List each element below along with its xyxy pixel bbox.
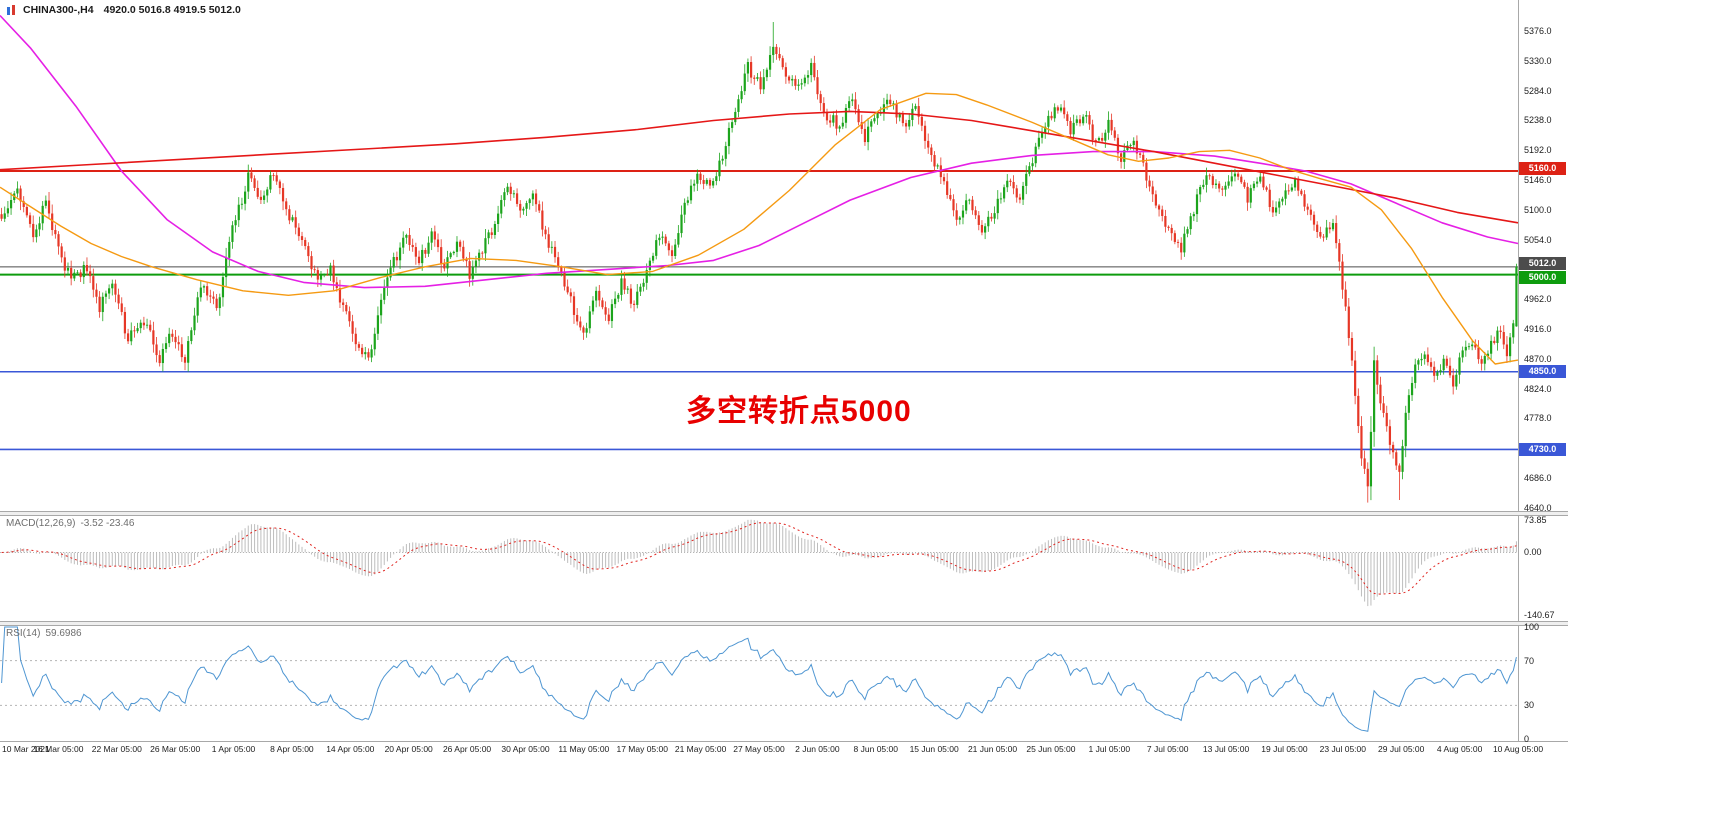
candles-layer[interactable] [0, 22, 1518, 503]
price-line-tag: 5000.0 [1519, 271, 1566, 285]
date-label: 16 Mar 05:00 [33, 744, 84, 754]
price-tick-label: 4640.0 [1524, 502, 1552, 513]
date-label: 26 Apr 05:00 [442, 744, 492, 754]
date-label: 1 Apr 05:00 [211, 744, 256, 754]
moving-averages-layer [0, 14, 1519, 365]
rsi-axis-label: 30 [1524, 700, 1535, 711]
date-label: 14 Apr 05:00 [326, 744, 375, 754]
ohlc-values: 4920.0 5016.8 4919.5 5012.0 [103, 4, 241, 16]
date-label: 29 Jul 05:00 [1378, 744, 1425, 754]
price-tick-label: 4916.0 [1524, 324, 1552, 334]
ma-line-fast-orange [0, 92, 1519, 365]
date-label: 21 May 05:00 [674, 744, 727, 754]
rsi-axis-label: 100 [1524, 622, 1540, 632]
date-label: 21 Jun 05:00 [967, 744, 1018, 754]
date-label: 17 May 05:00 [616, 744, 668, 754]
price-tick-label: 4778.0 [1524, 413, 1552, 424]
price-line-tag: 4850.0 [1519, 365, 1566, 379]
date-label: 23 Jul 05:00 [1319, 744, 1367, 754]
date-label: 27 May 05:00 [733, 744, 785, 754]
date-label: 7 Jul 05:00 [1146, 744, 1189, 754]
date-label: 19 Jul 05:00 [1261, 744, 1308, 754]
price-tick-label: 5100.0 [1524, 204, 1552, 215]
rsi-axis-label: 70 [1524, 655, 1535, 666]
ma-line-slow-magenta [0, 14, 1519, 289]
date-label: 10 Aug 05:00 [1492, 744, 1544, 754]
price-tick-label: 4824.0 [1524, 383, 1552, 394]
annotation-text[interactable]: 多空转折点5000 [686, 395, 912, 428]
date-label: 4 Aug 05:00 [1436, 744, 1483, 754]
rsi-line [1, 626, 1517, 732]
price-line-tag: 4730.0 [1519, 442, 1566, 456]
date-label: 25 Jun 05:00 [1026, 744, 1076, 754]
rsi-name: RSI(14) [6, 628, 41, 639]
symbol-info: CHINA300-,H4 4920.0 5016.8 4919.5 5012.0 [6, 4, 241, 16]
price-tick-label: 4870.0 [1524, 353, 1552, 364]
chart-icon [6, 4, 17, 16]
date-label: 13 Jul 05:00 [1202, 744, 1250, 754]
symbol-period-label: CHINA300-,H4 [23, 4, 94, 16]
macd-axis-label: 73.85 [1524, 514, 1547, 525]
rsi-pane[interactable] [0, 626, 1518, 732]
date-label: 15 Jun 05:00 [909, 744, 959, 754]
date-label: 11 May 05:00 [558, 744, 610, 754]
date-label: 8 Apr 05:00 [270, 744, 314, 754]
price-line-tag: 5012.0 [1519, 257, 1566, 271]
macd-axis-label: 0.00 [1524, 547, 1542, 558]
date-label: 22 Mar 05:00 [91, 744, 142, 754]
price-tick-label: 5238.0 [1524, 115, 1552, 126]
date-label: 30 Apr 05:00 [501, 744, 550, 754]
macd-values: -3.52 -23.46 [80, 518, 135, 529]
price-tick-label: 5284.0 [1524, 85, 1552, 96]
date-label: 20 Apr 05:00 [384, 744, 433, 754]
date-label: 1 Jul 05:00 [1088, 744, 1131, 754]
rsi-axis-label: 0 [1524, 734, 1530, 744]
pane-divider-macd[interactable] [0, 511, 1568, 516]
price-line-tag: 5160.0 [1519, 162, 1566, 176]
price-tick-label: 5054.0 [1524, 234, 1552, 245]
macd-pane[interactable] [0, 519, 1518, 607]
price-tick-label: 5192.0 [1524, 145, 1552, 156]
price-tick-label: 5376.0 [1524, 26, 1552, 37]
date-label: 26 Mar 05:00 [150, 744, 201, 754]
date-label: 8 Jun 05:00 [853, 744, 898, 754]
price-tick-label: 4962.0 [1524, 294, 1552, 305]
rsi-indicator-label: RSI(14) 59.6986 [6, 628, 82, 639]
price-tick-label: 4686.0 [1524, 472, 1552, 483]
ma-line-long-red [0, 110, 1519, 224]
macd-signal-line [1, 522, 1517, 595]
macd-name: MACD(12,26,9) [6, 518, 76, 529]
macd-axis-label: -140.67 [1524, 609, 1555, 620]
price-tick-label: 5330.0 [1524, 55, 1552, 66]
date-label: 2 Jun 05:00 [795, 744, 840, 754]
horizontal-level-lines[interactable] [0, 169, 1518, 451]
pane-divider-rsi[interactable] [0, 621, 1568, 626]
rsi-value: 59.6986 [45, 628, 82, 639]
price-tick-label: 5146.0 [1524, 175, 1552, 186]
macd-indicator-label: MACD(12,26,9) -3.52 -23.46 [6, 518, 134, 529]
date-label: 10 Mar 2021 [2, 744, 50, 754]
